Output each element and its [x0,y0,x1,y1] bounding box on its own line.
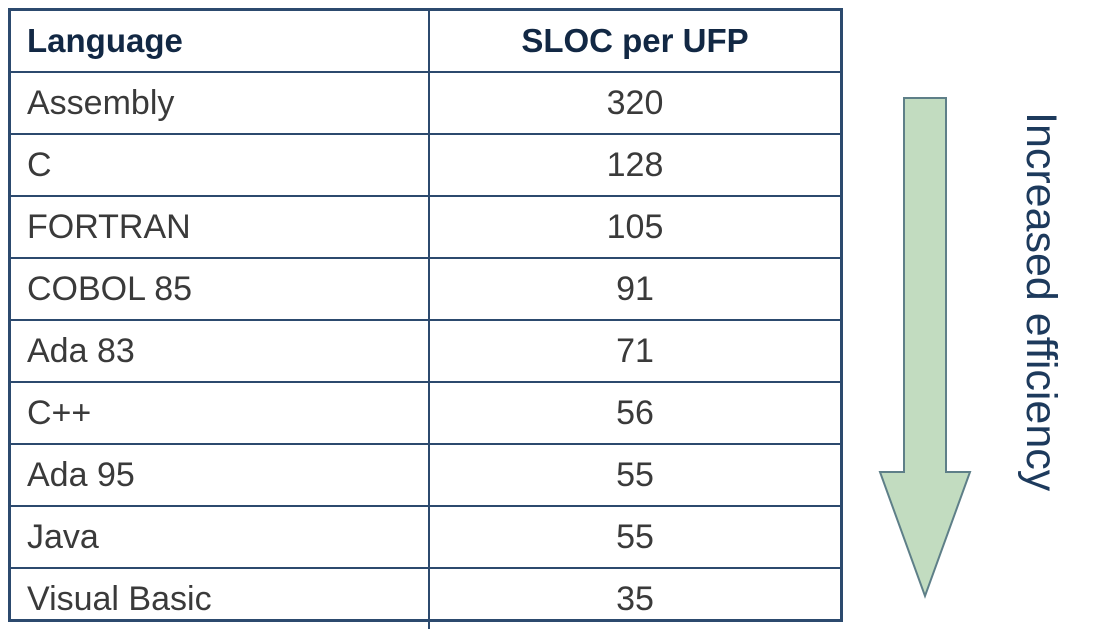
language-cell: Java [11,505,430,569]
language-cell: C++ [11,381,430,445]
language-cell: Ada 95 [11,443,430,507]
language-cell: Visual Basic [11,567,430,629]
sloc-value-cell: 320 [428,71,840,135]
column-header-language: Language [11,11,430,73]
language-cell: COBOL 85 [11,257,430,321]
language-cell: FORTRAN [11,195,430,259]
table-row: Assembly 320 [11,71,840,135]
table-row: Ada 95 55 [11,443,840,507]
sloc-value-cell: 105 [428,195,840,259]
table-row: COBOL 85 91 [11,257,840,321]
sloc-value-cell: 56 [428,381,840,445]
down-arrow-icon [878,97,972,599]
arrow-shape [878,97,972,599]
table-row: C++ 56 [11,381,840,445]
table-row: C 128 [11,133,840,197]
column-header-sloc-per-ufp: SLOC per UFP [428,11,840,73]
sloc-value-cell: 55 [428,443,840,507]
table-row: Ada 83 71 [11,319,840,383]
table-row: Java 55 [11,505,840,569]
sloc-value-cell: 71 [428,319,840,383]
sloc-value-cell: 55 [428,505,840,569]
language-cell: C [11,133,430,197]
sloc-value-cell: 91 [428,257,840,321]
sloc-value-cell: 128 [428,133,840,197]
language-cell: Ada 83 [11,319,430,383]
table-header-row: Language SLOC per UFP [11,11,840,73]
language-cell: Assembly [11,71,430,135]
table-row: FORTRAN 105 [11,195,840,259]
increased-efficiency-label: Increased efficiency [1017,112,1065,492]
sloc-table-container: Language SLOC per UFP Assembly 320 C 128… [8,8,843,629]
table-row: Visual Basic 35 [11,567,840,629]
sloc-table: Language SLOC per UFP Assembly 320 C 128… [11,11,840,629]
sloc-value-cell: 35 [428,567,840,629]
